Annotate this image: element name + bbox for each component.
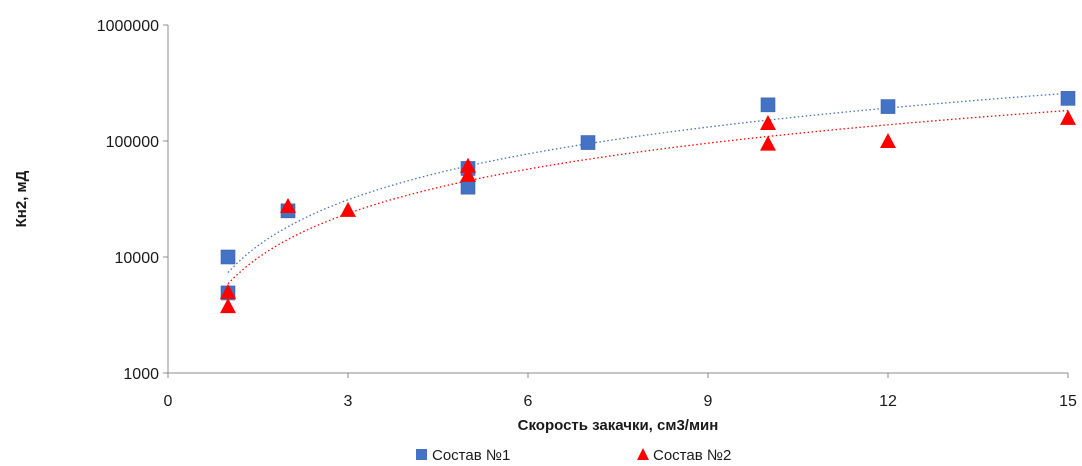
data-point-series-2: [880, 133, 896, 149]
data-point-series-1: [880, 99, 896, 114]
legend-marker-series-1: [416, 449, 427, 460]
trendline-series-1: [227, 92, 1069, 273]
y-tick-label: 1000: [123, 366, 159, 383]
legend-marker-series-2: [637, 448, 649, 460]
data-point-series-2: [760, 115, 776, 131]
y-tick-label: 100000: [106, 134, 159, 151]
y-axis-title: Кн2, мД: [13, 170, 30, 227]
x-axis-title: Скорость закачки, см3/мин: [518, 417, 719, 434]
trendlines: [227, 92, 1069, 285]
y-ticks: 1000 10000 100000 1000000: [97, 18, 168, 383]
data-point-series-2: [280, 197, 296, 213]
data-point-series-1: [220, 249, 236, 265]
x-tick-label: 9: [704, 393, 713, 410]
x-tick-label: 12: [879, 393, 897, 410]
x-ticks: 0 3 6 9 12 15: [164, 373, 1077, 410]
data-point-series-2: [340, 201, 356, 217]
x-tick-label: 15: [1059, 393, 1077, 410]
x-tick-label: 6: [524, 393, 533, 410]
legend-label-series-2: Состав №2: [653, 447, 731, 464]
data-point-series-1: [1060, 91, 1076, 106]
y-tick-label: 1000000: [97, 18, 159, 35]
y-tick-label: 10000: [115, 250, 160, 267]
data-points: [220, 91, 1076, 314]
data-point-series-2: [460, 166, 476, 182]
data-point-series-2: [460, 157, 476, 173]
trendline-series-2: [227, 109, 1069, 285]
data-point-series-1: [760, 97, 776, 113]
x-tick-label: 3: [344, 393, 353, 410]
data-point-series-2: [760, 135, 776, 151]
data-point-series-2: [220, 298, 236, 314]
plot-area: [167, 25, 1068, 374]
data-point-series-2: [220, 283, 236, 299]
legend: Состав №1 Состав №2: [416, 447, 731, 464]
data-point-series-1: [580, 135, 596, 150]
x-tick-label: 0: [164, 393, 173, 410]
data-point-series-1: [460, 179, 476, 195]
legend-label-series-1: Состав №1: [432, 447, 510, 464]
data-point-series-2: [1060, 109, 1076, 125]
